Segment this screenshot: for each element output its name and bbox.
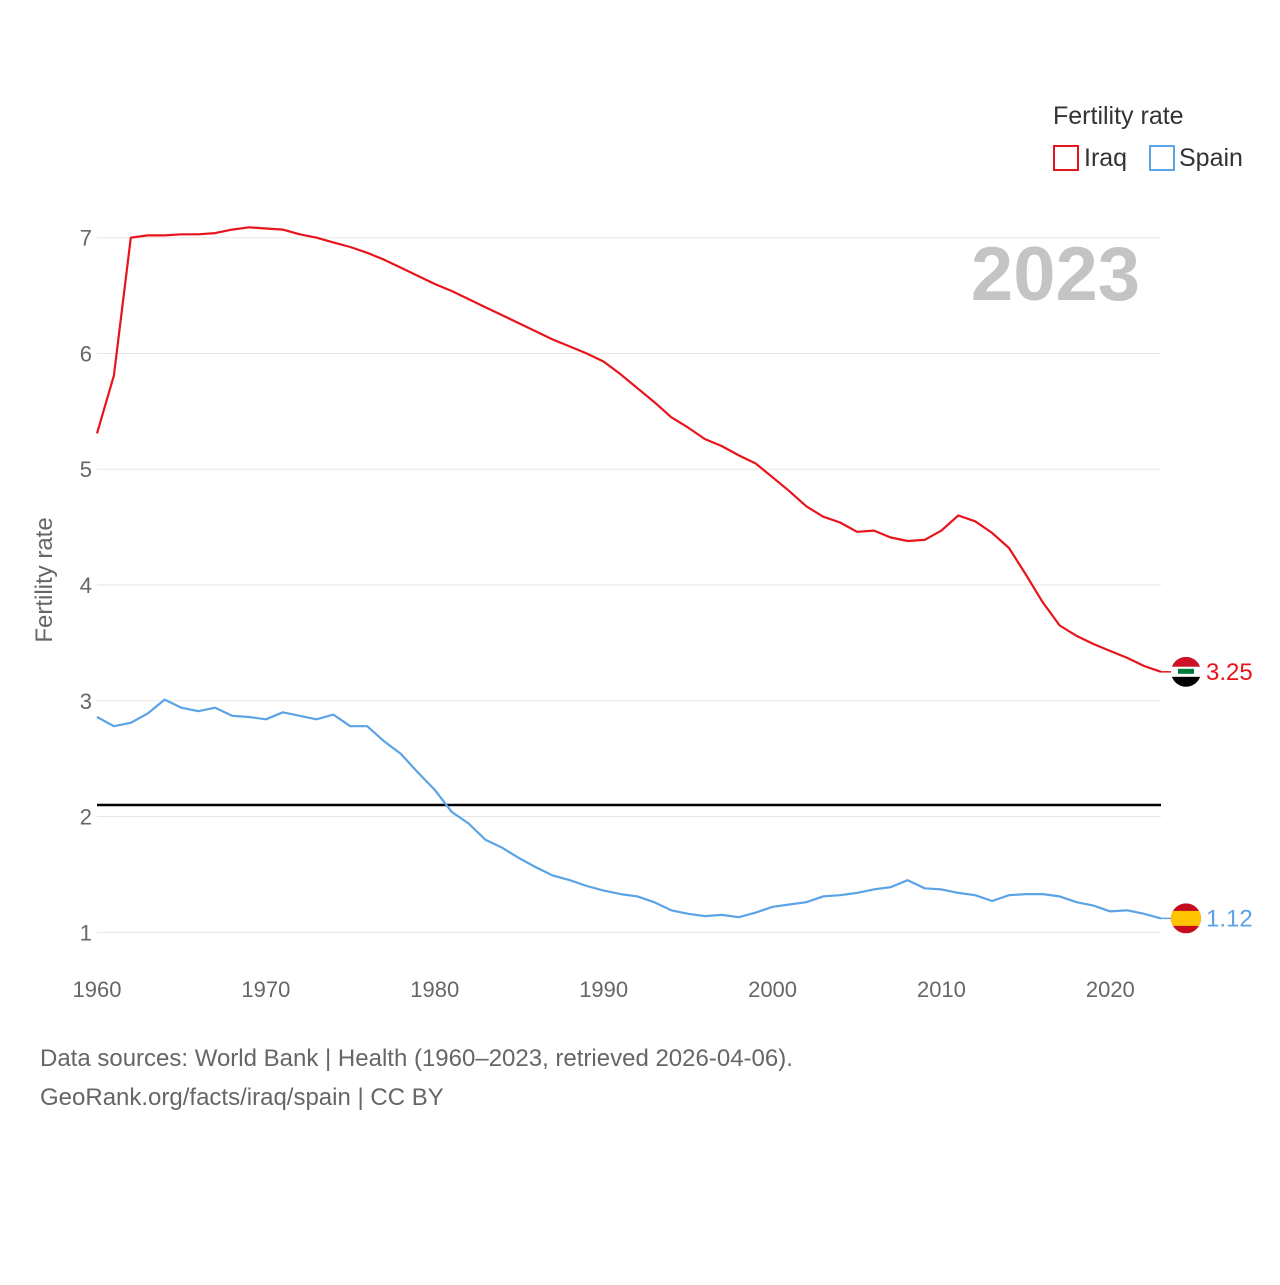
legend-swatch-iraq: [1053, 145, 1079, 171]
legend[interactable]: Fertility rate Iraq Spain: [1053, 102, 1243, 172]
y-tick-label-4: 4: [80, 573, 92, 598]
y-axis-ticks: 1 2 3 4 5 6 7: [80, 226, 92, 946]
spain-flag-icon: [1171, 903, 1201, 934]
end-value-label-iraq: 3.25: [1206, 659, 1253, 686]
x-tick-label-1980: 1980: [410, 977, 459, 1002]
y-tick-label-1: 1: [80, 920, 92, 945]
gridlines: [97, 237, 1161, 933]
y-tick-label-6: 6: [80, 341, 92, 366]
y-tick-label-5: 5: [80, 457, 92, 482]
x-tick-label-1970: 1970: [241, 977, 290, 1002]
x-tick-label-1960: 1960: [73, 977, 122, 1002]
legend-title: Fertility rate: [1053, 102, 1184, 130]
y-tick-label-7: 7: [80, 226, 92, 251]
series-lines: [95, 226, 1162, 920]
x-tick-label-1990: 1990: [579, 977, 628, 1002]
legend-label-iraq: Iraq: [1084, 144, 1127, 172]
y-tick-label-2: 2: [80, 805, 92, 830]
attribution-link[interactable]: GeoRank.org/facts/iraq/spain | CC BY: [40, 1084, 444, 1111]
x-tick-label-2020: 2020: [1086, 977, 1135, 1002]
source-line: Data sources: World Bank | Health (1960–…: [40, 1045, 793, 1072]
iraq-flag-icon: [1171, 656, 1201, 687]
x-axis-ticks: 1960 1970 1980 1990 2000 2010 2020: [73, 977, 1135, 1002]
legend-label-spain: Spain: [1179, 144, 1243, 172]
series-line-iraq[interactable]: [95, 226, 1162, 673]
legend-swatch-spain: [1149, 145, 1175, 171]
y-axis-title: Fertility rate: [31, 517, 58, 642]
end-markers: 3.25 1.12: [1161, 656, 1253, 934]
series-line-spain[interactable]: [96, 698, 1162, 920]
end-value-label-spain: 1.12: [1206, 905, 1253, 932]
x-tick-label-2010: 2010: [917, 977, 966, 1002]
legend-item-spain[interactable]: Spain: [1149, 144, 1243, 172]
legend-item-iraq[interactable]: Iraq: [1053, 144, 1127, 172]
x-tick-label-2000: 2000: [748, 977, 797, 1002]
y-tick-label-3: 3: [80, 689, 92, 714]
year-label: 2023: [971, 232, 1140, 317]
